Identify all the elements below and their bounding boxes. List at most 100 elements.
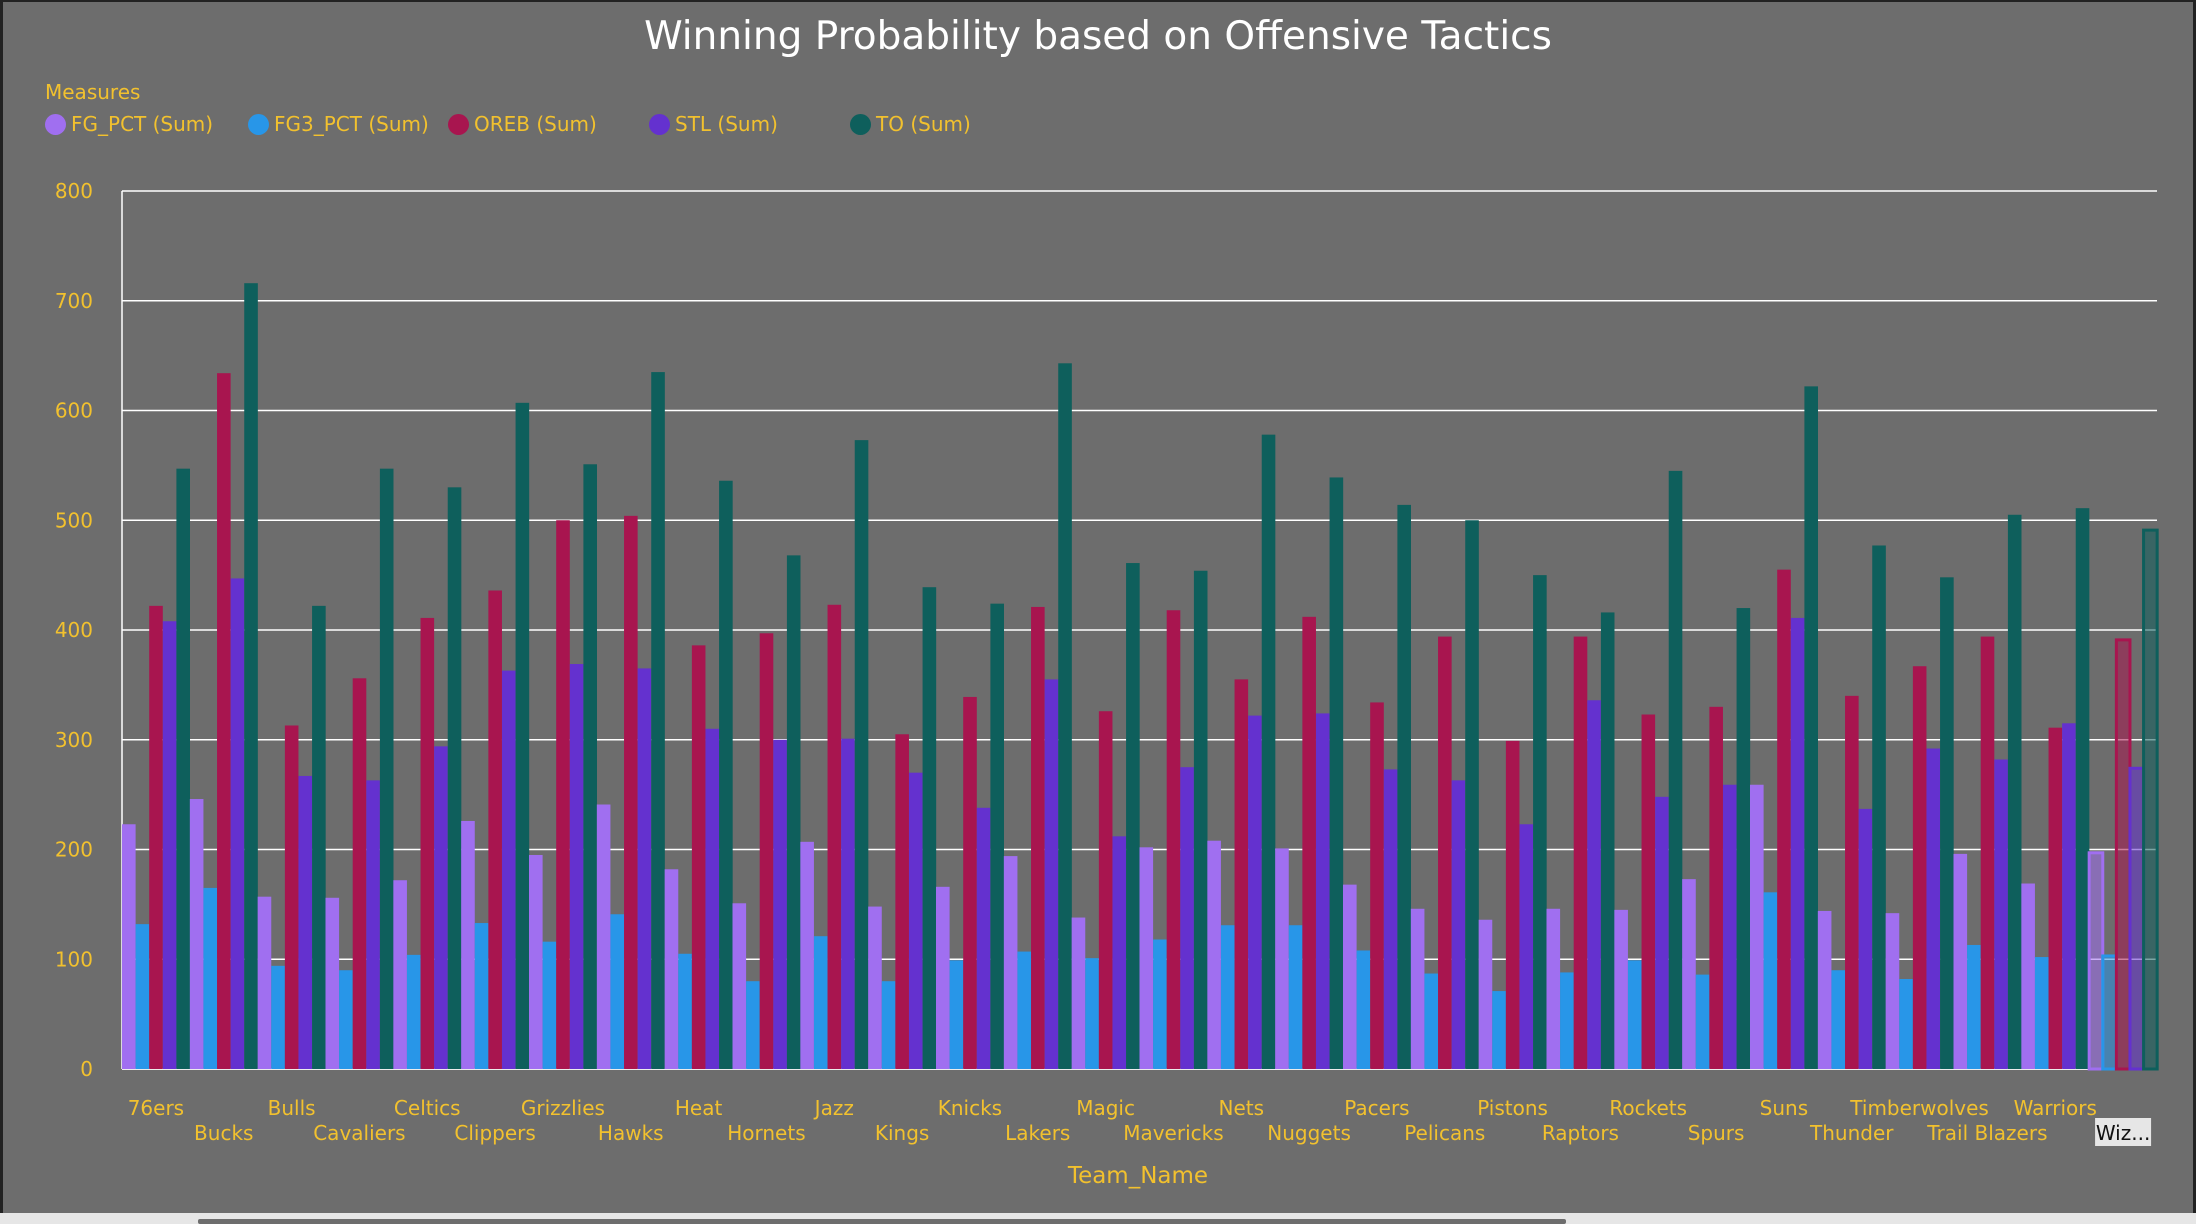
bar-oreb <box>895 734 909 1069</box>
bar-stl <box>1180 767 1194 1069</box>
x-tick-label: Mavericks <box>1123 1121 1223 1145</box>
bar-oreb <box>217 373 231 1069</box>
legend-swatch-to <box>850 113 871 135</box>
legend-label-fg3-pct: FG3_PCT (Sum) <box>274 112 429 136</box>
bar-chart-plot: 0 100 200 300 400 500 600 700 800 76ers Bucks Bulls… <box>55 179 2159 1189</box>
bar-fg-pct <box>325 897 340 1069</box>
bar-stl <box>841 738 855 1069</box>
bar-fg3-pct <box>1356 950 1371 1069</box>
bar-fg3-pct <box>678 953 692 1069</box>
bar-fg3-pct <box>881 981 896 1069</box>
x-tick-label: Hawks <box>598 1121 664 1145</box>
bar-stl <box>773 739 787 1069</box>
bar-fg-pct <box>936 886 950 1069</box>
bar-oreb <box>2048 727 2063 1069</box>
bar-fg3-pct <box>610 914 625 1069</box>
bar-to <box>244 283 258 1069</box>
y-tick-label: 300 <box>55 728 93 752</box>
bar-stl <box>230 578 245 1069</box>
bar-stl <box>1044 679 1059 1069</box>
bar-fg3-pct <box>1763 892 1778 1069</box>
bar-fg-pct <box>664 869 679 1069</box>
bar-oreb <box>352 678 367 1069</box>
x-tick-label: Kings <box>875 1121 929 1145</box>
bar-fg3-pct <box>203 887 218 1069</box>
bar-stl <box>637 668 652 1069</box>
x-tick-label: Jazz <box>813 1096 854 1120</box>
bar-to <box>922 587 937 1069</box>
x-tick-label: Pacers <box>1344 1096 1409 1120</box>
x-tick-label: Cavaliers <box>313 1121 405 1145</box>
x-tick-label: Spurs <box>1688 1121 1745 1145</box>
x-tick-label: Magic <box>1076 1096 1135 1120</box>
legend-item-oreb[interactable]: OREB (Sum) <box>448 110 597 138</box>
bar-fg3-pct <box>1831 970 1846 1069</box>
legend-swatch-fg-pct <box>45 113 66 135</box>
bar-oreb <box>420 617 435 1069</box>
legend-swatch-fg3-pct <box>248 113 269 135</box>
bar-oreb <box>1302 616 1316 1069</box>
bar-fg3-pct <box>1220 925 1235 1069</box>
bar-to <box>2007 514 2022 1069</box>
bar-stl <box>1722 784 1737 1069</box>
x-tick-label: Suns <box>1760 1096 1808 1120</box>
bar-to <box>1668 470 1683 1069</box>
bar-stl <box>298 775 313 1069</box>
x-tick-label: Rockets <box>1609 1096 1687 1120</box>
bottom-scroll-area <box>0 1213 2196 1224</box>
x-tick-label: Pelicans <box>1404 1121 1485 1145</box>
bar-to <box>1804 386 1818 1070</box>
x-tick-label: Timberwolves <box>1849 1096 1989 1120</box>
bar-oreb <box>1234 679 1249 1069</box>
y-tick-label: 500 <box>55 508 93 532</box>
horizontal-scrollbar[interactable] <box>198 1219 1566 1224</box>
bar-fg-pct <box>1343 884 1357 1069</box>
bar-fg3-pct <box>542 941 557 1069</box>
x-tick-label: Celtics <box>394 1096 461 1120</box>
legend-item-fg-pct[interactable]: FG_PCT (Sum) <box>45 110 213 138</box>
bar-to <box>1465 520 1479 1069</box>
legend-item-stl[interactable]: STL (Sum) <box>649 110 778 138</box>
x-tick-label: Nets <box>1218 1096 1264 1120</box>
legend-item-fg3-pct[interactable]: FG3_PCT (Sum) <box>248 110 429 138</box>
legend-item-to[interactable]: TO (Sum) <box>850 110 971 138</box>
bar-to <box>583 464 597 1070</box>
bar-fg-pct <box>1071 917 1086 1069</box>
bar-oreb <box>1980 636 1995 1069</box>
bar-to <box>2075 508 2090 1069</box>
bar-fg-pct <box>1410 908 1425 1069</box>
bar-fg3-pct <box>1085 958 1099 1069</box>
bar-fg3-pct <box>474 923 489 1069</box>
bar-fg-pct <box>800 841 814 1069</box>
bar-fg3-pct <box>1153 939 1167 1069</box>
bar-to <box>1261 434 1276 1069</box>
bar-to <box>1126 563 1140 1069</box>
bar-oreb <box>1438 636 1452 1069</box>
bar-stl <box>1858 808 1873 1069</box>
bar-fg3-pct <box>1288 925 1303 1069</box>
bar-oreb <box>691 645 706 1069</box>
bar-to <box>651 372 665 1069</box>
bar-to <box>1872 545 1886 1069</box>
x-tick-label: Bucks <box>194 1121 253 1145</box>
bar-fg3-pct <box>271 965 285 1069</box>
bar-to <box>1600 612 1615 1069</box>
y-tick-label: 800 <box>55 179 93 203</box>
x-tick-label: Hornets <box>727 1121 805 1145</box>
bar-fg3-pct <box>135 924 150 1069</box>
bar-fg-pct <box>393 880 407 1069</box>
legend-label-oreb: OREB (Sum) <box>474 112 597 136</box>
bar-to <box>312 605 326 1069</box>
bar-oreb <box>1031 606 1045 1069</box>
bar-to <box>854 440 869 1069</box>
x-tick-label: Knicks <box>938 1096 1002 1120</box>
bar-stl <box>908 772 923 1069</box>
bar-stl <box>2062 723 2076 1069</box>
bar-fg-pct <box>2087 851 2105 1071</box>
bar-oreb <box>1845 695 1859 1069</box>
legend-title: Measures <box>45 80 141 104</box>
x-tick-label: Pistons <box>1477 1096 1548 1120</box>
x-tick-label: Thunder <box>1809 1121 1894 1145</box>
bar-oreb <box>1641 714 1656 1069</box>
